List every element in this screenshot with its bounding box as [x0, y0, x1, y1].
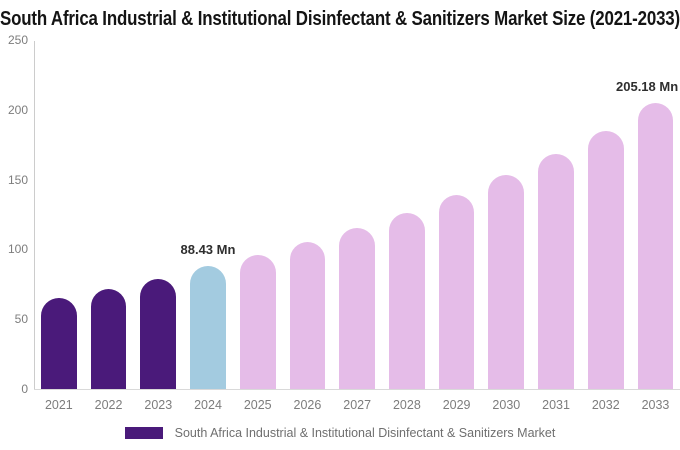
y-tick-label: 50 — [14, 312, 28, 327]
x-tick-label: 2026 — [293, 398, 322, 412]
x-tick-label: 2021 — [44, 398, 73, 412]
bar-2032 — [587, 130, 624, 389]
x-tick-label: 2025 — [243, 398, 272, 412]
legend-label: South Africa Industrial & Institutional … — [174, 426, 556, 440]
bar-2030 — [488, 175, 525, 389]
data-label-2024: 88.43 Mn — [180, 241, 236, 257]
x-axis-line — [34, 389, 680, 390]
bar-2021 — [41, 298, 77, 389]
bar-2027 — [339, 228, 375, 389]
bar-2024 — [190, 265, 226, 389]
bar-2028 — [389, 213, 425, 389]
bar-2033 — [637, 102, 674, 389]
bar-2022 — [90, 288, 127, 389]
y-axis-line — [34, 41, 35, 389]
bar-2023 — [140, 278, 177, 389]
x-tick-label: 2031 — [542, 398, 570, 412]
y-tick-label: 200 — [7, 102, 28, 117]
bar-2025 — [239, 254, 276, 389]
x-tick-label: 2030 — [492, 398, 521, 412]
x-tick-label: 2022 — [94, 398, 123, 412]
x-tick-label: 2023 — [144, 398, 173, 412]
bar-2029 — [438, 194, 475, 389]
y-tick-label: 100 — [7, 242, 28, 257]
x-tick-label: 2032 — [591, 398, 620, 412]
y-tick-label: 0 — [21, 382, 28, 396]
bar-2026 — [289, 242, 326, 389]
y-tick-label: 250 — [7, 33, 28, 47]
data-label-2033: 205.18 Mn — [616, 78, 679, 94]
chart-title: South Africa Industrial & Institutional … — [0, 8, 680, 30]
x-tick-label: 2027 — [343, 398, 372, 412]
legend-swatch — [124, 427, 163, 439]
legend: South Africa Industrial & Institutional … — [0, 426, 680, 440]
x-tick-label: 2024 — [194, 398, 222, 412]
x-tick-label: 2029 — [442, 398, 471, 412]
bar-2031 — [538, 154, 574, 389]
x-tick-label: 2028 — [392, 398, 421, 412]
x-tick-label: 2033 — [641, 398, 670, 412]
y-tick-label: 150 — [7, 172, 28, 187]
